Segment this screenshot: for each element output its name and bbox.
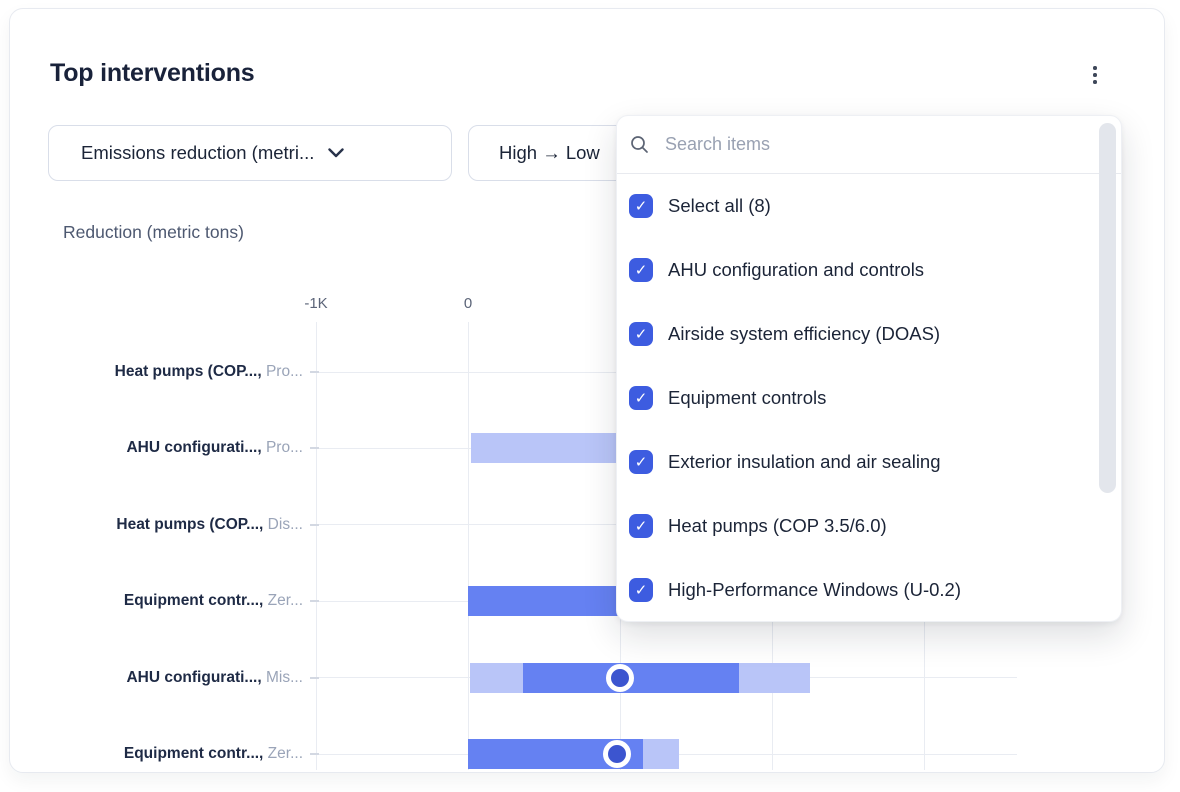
row-tick-mark — [310, 371, 319, 373]
panel-item[interactable]: ✓ Equipment controls — [617, 366, 1121, 430]
metric-select-value: Emissions reduction (metri... — [81, 142, 315, 163]
bar-segment-light[interactable] — [642, 739, 680, 769]
vertical-gridline — [316, 322, 317, 770]
row-label: AHU configurati..., Pro... — [126, 439, 303, 457]
row-tick-mark — [310, 523, 319, 526]
panel-item-label: Heat pumps (COP 3.5/6.0) — [668, 515, 887, 536]
row-tick-mark — [310, 600, 319, 603]
kebab-menu-icon[interactable] — [1084, 62, 1106, 88]
row-label: Heat pumps (COP..., Pro... — [114, 363, 303, 380]
panel-item[interactable]: ✓ AHU configuration and controls — [617, 238, 1121, 302]
checkbox-checked-icon[interactable]: ✓ — [629, 578, 653, 602]
panel-item-label: Exterior insulation and air sealing — [668, 451, 941, 472]
sort-select-value: High → Low — [499, 142, 600, 163]
panel-divider — [617, 173, 1121, 174]
panel-scrollbar[interactable] — [1099, 123, 1116, 493]
axis-tick-label: -1K — [304, 295, 328, 312]
panel-item[interactable]: ✓ Select all (8) — [617, 174, 1121, 238]
bar-segment-light[interactable] — [738, 662, 810, 693]
row-tick-mark — [310, 676, 319, 679]
checkbox-checked-icon[interactable]: ✓ — [629, 194, 653, 218]
search-icon — [630, 135, 649, 154]
row-label: Equipment contr..., Zer... — [123, 592, 303, 610]
row-tick-mark — [310, 753, 319, 755]
row-label: Heat pumps (COP..., Dis... — [116, 515, 303, 533]
bar-marker[interactable] — [606, 663, 634, 692]
row-tick-mark — [310, 447, 319, 450]
row-label: Equipment contr..., Zer... — [123, 745, 303, 762]
bar-marker[interactable] — [602, 740, 631, 768]
row-label: AHU configurati..., Mis... — [126, 668, 303, 686]
checkbox-checked-icon[interactable]: ✓ — [629, 322, 653, 346]
checkbox-checked-icon[interactable]: ✓ — [629, 258, 653, 282]
panel-item-list: ✓ Select all (8) ✓ AHU configuration and co… — [617, 174, 1121, 622]
vertical-gridline — [468, 322, 469, 770]
panel-item-label: Equipment controls — [668, 387, 827, 408]
search-row — [617, 116, 1121, 173]
panel-item-label: AHU configuration and controls — [668, 259, 925, 280]
bar-segment-light[interactable] — [469, 662, 523, 693]
checkbox-checked-icon[interactable]: ✓ — [629, 386, 653, 410]
metric-select[interactable]: Emissions reduction (metri... — [48, 125, 452, 181]
panel-item[interactable]: ✓ High-Performance Windows (U-0.2) — [617, 558, 1121, 622]
filter-dropdown-panel: ✓ Select all (8) ✓ AHU configuration and co… — [616, 115, 1122, 622]
panel-item-label: Select all (8) — [668, 195, 771, 216]
search-input[interactable] — [663, 133, 1027, 156]
checkbox-checked-icon[interactable]: ✓ — [629, 514, 653, 538]
panel-item[interactable]: ✓ Airside system efficiency (DOAS) — [617, 302, 1121, 366]
checkbox-checked-icon[interactable]: ✓ — [629, 450, 653, 474]
card-title: Top interventions — [50, 59, 255, 87]
chevron-down-icon — [328, 148, 345, 158]
axis-tick-label: 0 — [463, 295, 473, 312]
panel-item-label: Airside system efficiency (DOAS) — [668, 323, 941, 344]
panel-item[interactable]: ✓ Heat pumps (COP 3.5/6.0) — [617, 494, 1121, 558]
chart-axis-title: Reduction (metric tons) — [63, 222, 244, 242]
panel-item[interactable]: ✓ Exterior insulation and air sealing — [617, 430, 1121, 494]
panel-item-label: High-Performance Windows (U-0.2) — [668, 579, 962, 600]
